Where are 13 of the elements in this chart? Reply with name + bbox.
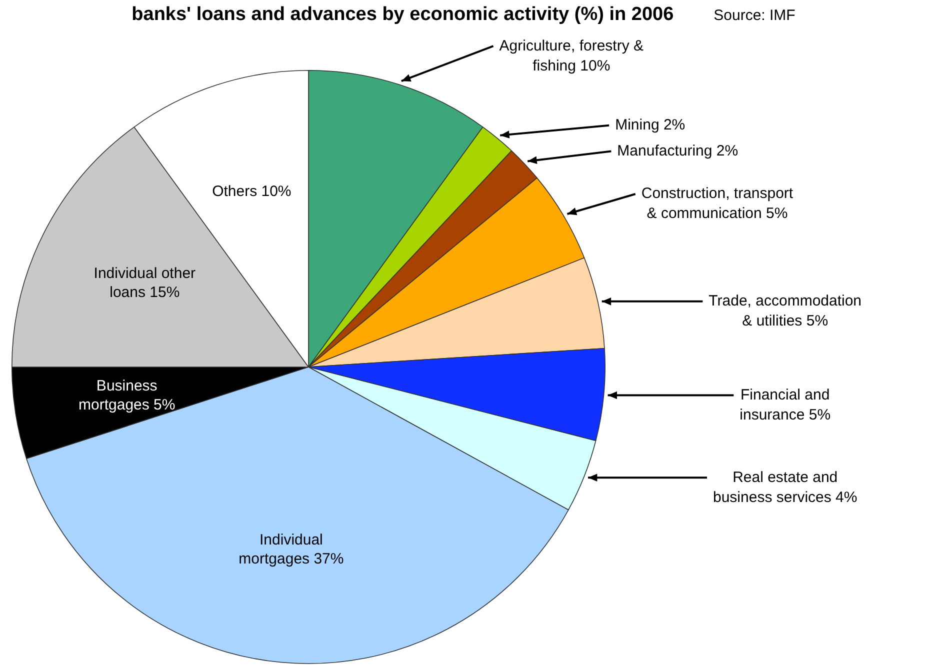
- slice-label: Trade, accommodation & utilities 5%: [708, 292, 862, 330]
- slice-label: Others 10%: [212, 183, 292, 200]
- slice-label: Real estate and business services 4%: [712, 468, 858, 506]
- slice-label: Manufacturing 2%: [617, 142, 738, 160]
- chart-title: banks' loans and advances by economic activity (%) in 2006: [132, 4, 674, 26]
- slice-label: Financial and insurance 5%: [740, 386, 831, 424]
- slice-label: Individual other loans 15%: [94, 265, 196, 302]
- slice-label: Mining 2%: [615, 116, 686, 134]
- slice-label: Agriculture, forestry & fishing 10%: [499, 37, 644, 74]
- slice-label: Construction, transport & communication 5%: [641, 185, 794, 222]
- source-note: Source: IMF: [714, 6, 796, 24]
- slice-label: Individual mortgages 37%: [238, 532, 344, 568]
- slice-label: Business mortgages 5%: [78, 377, 176, 414]
